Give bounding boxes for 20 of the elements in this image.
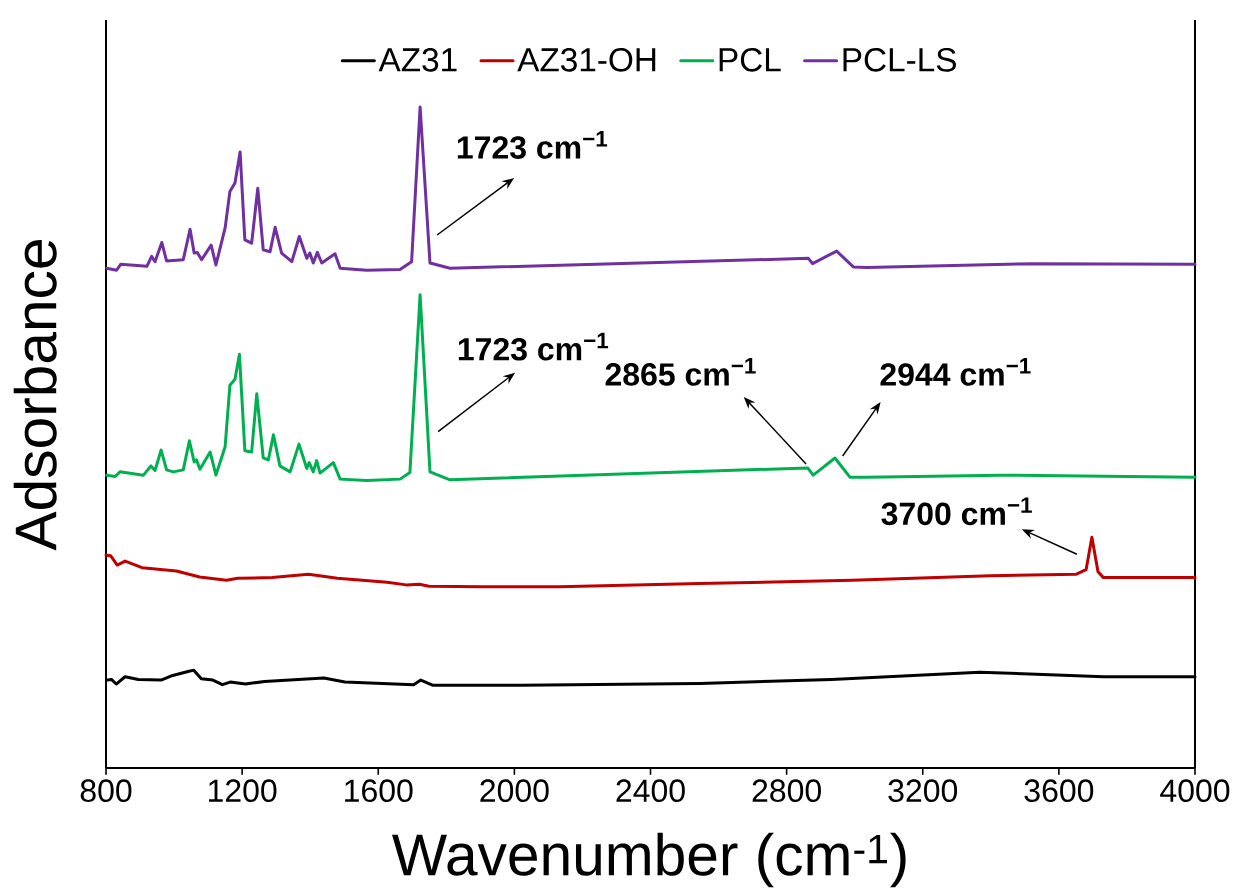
legend-label: PCL — [719, 48, 781, 72]
annotation: 1723 cm$^{−1}$ — [457, 131, 608, 159]
annotation: 2865 cm$^{−1}$ — [605, 358, 756, 386]
annotation: 3700 cm$^{−1}$ — [881, 497, 1032, 526]
annotation: 2944 cm$^{−1}$ — [880, 358, 1031, 386]
x-tick-label: 1200 — [208, 779, 277, 803]
x-tick-label: 1600 — [345, 779, 413, 803]
legend-label: PCL-LS — [843, 48, 956, 72]
x-tick-label: 3200 — [888, 779, 958, 803]
x-axis-title: Wavenumber (cm$^{-1}$) — [392, 832, 906, 888]
legend-label: AZ31 — [378, 48, 457, 72]
legend-label: AZ31-OH — [517, 48, 656, 72]
x-tick-label: 2000 — [480, 779, 549, 803]
x-tick-label: 2400 — [616, 779, 685, 803]
x-tick-label: 800 — [80, 779, 132, 803]
y-axis-title: Adsorbance — [13, 240, 57, 551]
x-tick-label: 2800 — [752, 779, 821, 803]
annotation: 1723 cm$^{−1}$ — [458, 332, 609, 361]
x-tick-label: 3600 — [1024, 779, 1094, 803]
x-tick-label: 4000 — [1160, 779, 1230, 803]
